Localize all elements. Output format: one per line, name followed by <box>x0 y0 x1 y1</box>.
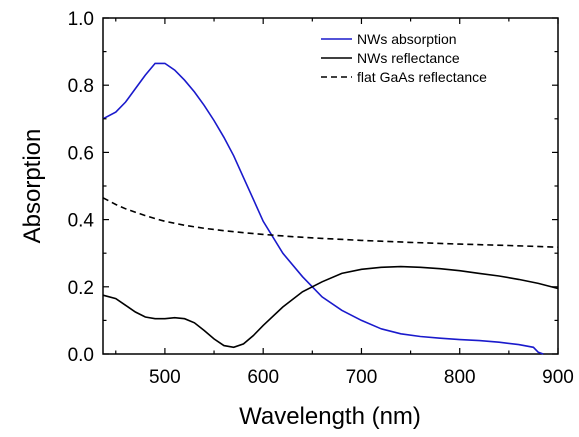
series-line-2 <box>102 197 559 248</box>
legend-label-0: NWs absorption <box>357 31 457 47</box>
x-tick-label: 700 <box>346 367 378 388</box>
y-tick-label: 0.6 <box>68 143 94 164</box>
y-axis-ticks: 0.0 0.2 0.4 0.6 0.8 1.0 <box>68 9 558 366</box>
legend-label-2: flat GaAs reflectance <box>357 69 487 85</box>
y-tick-label: 0.8 <box>68 76 94 97</box>
plot-area: 500 600 700 800 900 0.0 0.2 0.4 0.6 0.8 1.0 <box>68 9 574 388</box>
legend-item-2: flat GaAs reflectance <box>321 69 487 85</box>
y-tick-label: 0.4 <box>68 211 95 232</box>
legend-label-1: NWs reflectance <box>357 50 460 66</box>
legend-item-0: NWs absorption <box>321 31 457 47</box>
series-layer <box>102 62 559 355</box>
y-axis-title: Absorption <box>19 129 46 244</box>
series-line-0 <box>102 62 544 355</box>
legend-item-1: NWs reflectance <box>321 50 460 66</box>
x-tick-label: 500 <box>149 367 181 388</box>
x-axis-ticks: 500 600 700 800 900 <box>115 18 574 388</box>
y-tick-label: 0.2 <box>68 278 94 299</box>
series-line-1 <box>102 265 559 349</box>
x-axis-title: Wavelength (nm) <box>239 403 421 430</box>
x-tick-label: 600 <box>247 367 279 388</box>
legend: NWs absorption NWs reflectance flat GaAs… <box>321 31 487 85</box>
x-tick-label: 900 <box>542 367 574 388</box>
x-tick-label: 800 <box>444 367 476 388</box>
y-tick-label: 0.0 <box>68 345 94 366</box>
y-tick-label: 1.0 <box>68 9 94 30</box>
